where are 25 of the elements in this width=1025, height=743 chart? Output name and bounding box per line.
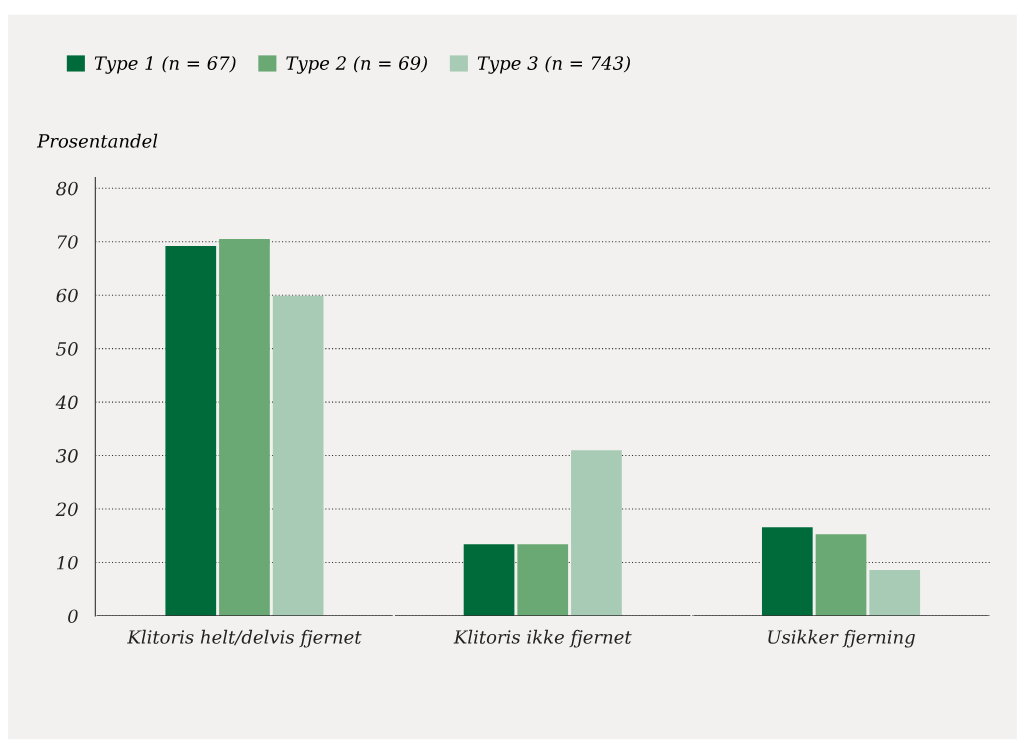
y-tick-label: 50: [56, 342, 78, 356]
bar: [761, 527, 813, 616]
y-tick-label: 0: [68, 609, 78, 624]
y-tick-label: 30: [55, 449, 78, 463]
bar: [463, 544, 515, 616]
y-axis-title: Prosentandel: [36, 133, 158, 148]
bar: [165, 246, 217, 616]
y-tick-label: 60: [56, 288, 78, 303]
y-tick-label: 20: [55, 502, 78, 517]
bar: [272, 295, 324, 616]
y-tick-label: 70: [57, 235, 78, 249]
legend-label: Type 3 (n = 743): [477, 55, 631, 74]
y-tick-label: 40: [55, 395, 78, 410]
x-tick-label: Klitoris ikke fjernet: [453, 629, 632, 648]
y-tick-label: 10: [56, 555, 78, 570]
bar: [571, 450, 622, 616]
x-tick-label: Usikker fjerning: [768, 629, 915, 648]
legend-label: Type 1 (n = 67): [94, 55, 236, 74]
bar: [869, 569, 921, 616]
x-tick-label: Klitoris helt/delvis fjernet: [127, 629, 362, 648]
bar: [219, 239, 270, 616]
y-tick-label: 80: [56, 181, 78, 196]
bar: [815, 534, 867, 616]
legend-label: Type 2 (n = 69): [286, 55, 428, 74]
bar: [517, 544, 569, 616]
